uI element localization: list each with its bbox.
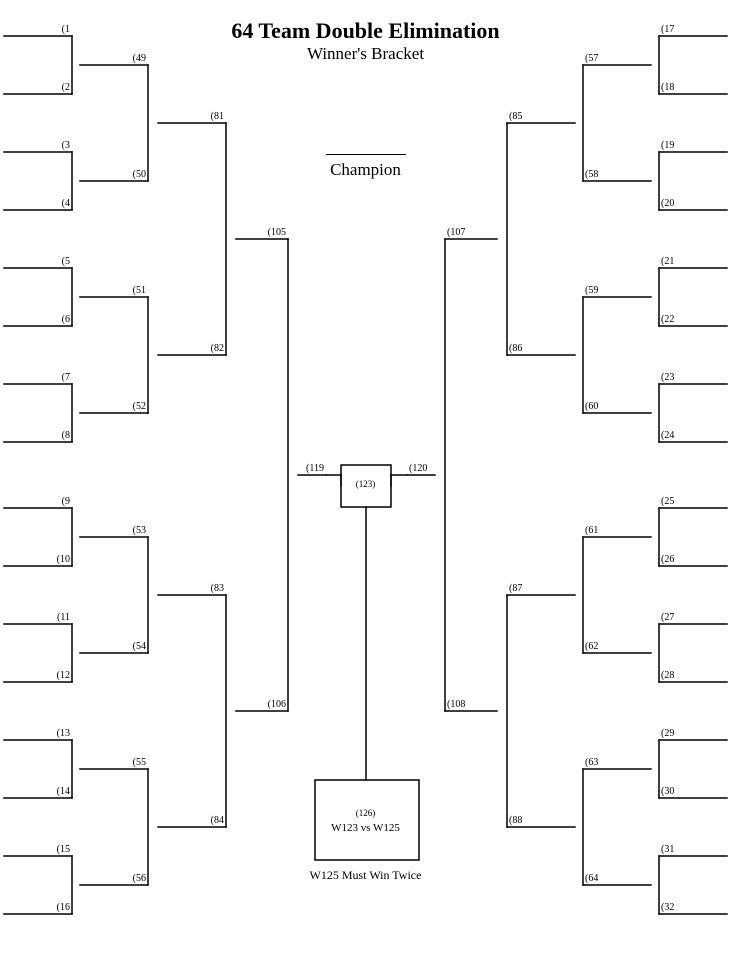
game-label: (105	[268, 227, 286, 238]
game-label: (17	[661, 24, 674, 35]
game-label: (15	[57, 844, 70, 855]
game-label: (13	[57, 728, 70, 739]
game-label: (62	[585, 641, 598, 652]
game-label: (6	[62, 314, 70, 325]
game-label: (56	[133, 873, 146, 884]
game-label: (4	[62, 198, 70, 209]
game-label: (57	[585, 53, 598, 64]
must-win-label: W125 Must Win Twice	[0, 868, 731, 883]
game-label: (58	[585, 169, 598, 180]
box126-text: W123 vs W125	[0, 822, 731, 834]
game-label: (31	[661, 844, 674, 855]
game-label: (23	[661, 372, 674, 383]
game-label: (22	[661, 314, 674, 325]
game-label: (28	[661, 670, 674, 681]
game-label: (88	[509, 815, 522, 826]
game-label: (82	[211, 343, 224, 354]
game-label: (19	[661, 140, 674, 151]
game-label: (27	[661, 612, 674, 623]
game-label: (3	[62, 140, 70, 151]
champion-line	[326, 154, 406, 155]
game-label: (1	[62, 24, 70, 35]
game-label: (84	[211, 815, 224, 826]
game-label: (64	[585, 873, 598, 884]
game-label: (18	[661, 82, 674, 93]
game-label: (107	[447, 227, 465, 238]
game-label: (53	[133, 525, 146, 536]
game-label: (11	[57, 612, 70, 623]
game-label: (26	[661, 554, 674, 565]
game-label: (25	[661, 496, 674, 507]
game-label: (119	[306, 463, 324, 474]
game-label: (21	[661, 256, 674, 267]
game-label: (29	[661, 728, 674, 739]
game-label: (61	[585, 525, 598, 536]
champion-label: Champion	[0, 160, 731, 180]
game-label: (5	[62, 256, 70, 267]
bracket-stage: 64 Team Double Elimination Winner's Brac…	[0, 0, 731, 972]
game-label: (24	[661, 430, 674, 441]
subtitle: Winner's Bracket	[0, 44, 731, 64]
game-label: (83	[211, 583, 224, 594]
game-label: (52	[133, 401, 146, 412]
game-label: (81	[211, 111, 224, 122]
game-label: (108	[447, 699, 465, 710]
game-label: (59	[585, 285, 598, 296]
game-label: (14	[57, 786, 70, 797]
game-label: (16	[57, 902, 70, 913]
game-label: (12	[57, 670, 70, 681]
game-label: (54	[133, 641, 146, 652]
game-label: (63	[585, 757, 598, 768]
game-label: (106	[268, 699, 286, 710]
game-label: (9	[62, 496, 70, 507]
game-label: (10	[57, 554, 70, 565]
game-label: (55	[133, 757, 146, 768]
game-label: (7	[62, 372, 70, 383]
game-label: (49	[133, 53, 146, 64]
game-label: (2	[62, 82, 70, 93]
game-label: (87	[509, 583, 522, 594]
box123-number: (123)	[0, 479, 731, 489]
game-label: (120	[409, 463, 427, 474]
game-label: (86	[509, 343, 522, 354]
box126-number: (126)	[0, 808, 731, 818]
game-label: (8	[62, 430, 70, 441]
game-label: (32	[661, 902, 674, 913]
game-label: (30	[661, 786, 674, 797]
game-label: (20	[661, 198, 674, 209]
game-label: (60	[585, 401, 598, 412]
game-label: (50	[133, 169, 146, 180]
title: 64 Team Double Elimination	[0, 18, 731, 44]
game-label: (85	[509, 111, 522, 122]
game-label: (51	[133, 285, 146, 296]
